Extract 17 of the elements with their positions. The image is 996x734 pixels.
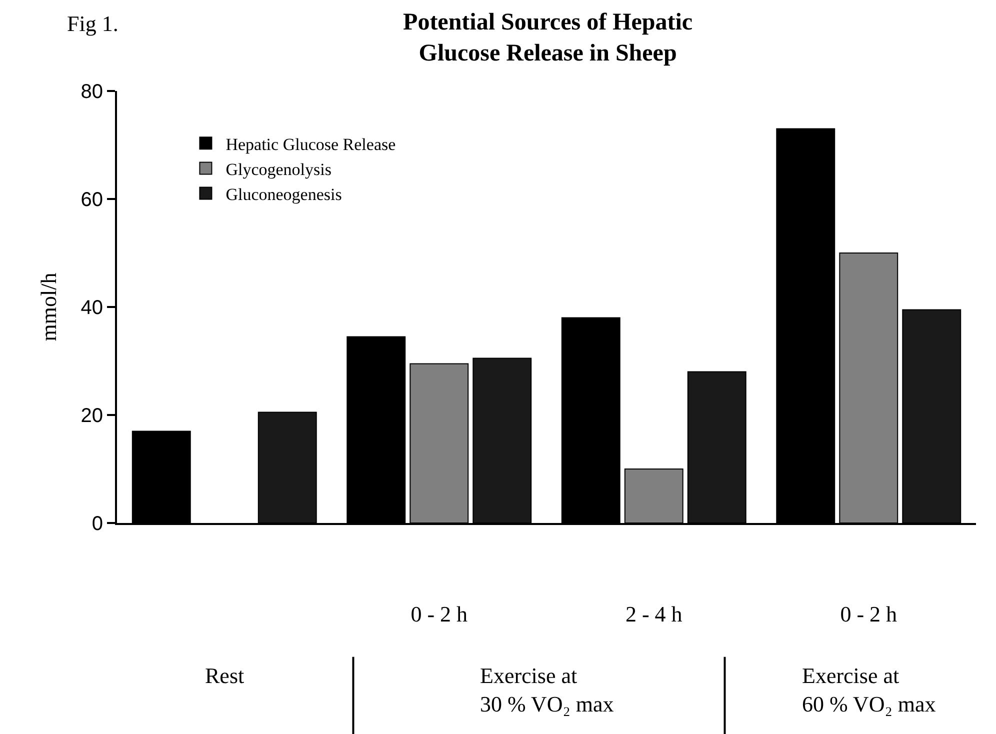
legend-label: Gluconeogenesis — [226, 184, 342, 204]
caption: Fig 1. — [67, 11, 118, 36]
y-tick-label: 60 — [80, 189, 103, 211]
y-tick-label: 80 — [80, 81, 103, 103]
text: Exercise at 60 % VO₂ max — [802, 663, 936, 717]
legend-label: Hepatic Glucose Release — [226, 134, 396, 154]
x-tick-label: 0 - 2 h — [840, 601, 898, 626]
y-tick-label: 40 — [80, 297, 103, 319]
x-tick-label: 2 - 4 h — [625, 601, 682, 626]
y-tick-label: 0 — [92, 513, 103, 535]
y-tick-label: 20 — [80, 405, 103, 427]
text: Rest — [205, 663, 244, 688]
text: Exercise at 30 % VO₂ max — [480, 663, 614, 717]
legend-label: Glycogenolysis — [226, 160, 332, 179]
chart-title: Potential Sources of Hepatic Glucose Release in Sheep — [403, 9, 693, 67]
y-axis-title: mmol/h — [36, 272, 62, 342]
x-tick-label: 0 - 2 h — [410, 601, 468, 626]
